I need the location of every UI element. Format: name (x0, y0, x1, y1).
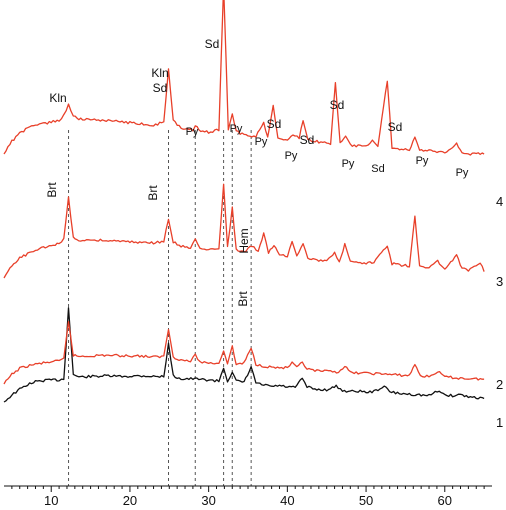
series-curves (3, 0, 485, 403)
reference-lines (68, 130, 252, 486)
peak-label: Sd (267, 117, 282, 131)
peak-annotations: Kln Kln Sd Py Sd Py Py Sd Py Sd Sd Py Sd… (45, 37, 469, 307)
x-tick-label: 40 (280, 493, 294, 508)
peak-label: Py (342, 158, 355, 170)
peak-label: Sd (330, 98, 345, 112)
series-line (3, 0, 485, 156)
peak-label: Sd (153, 81, 168, 95)
peak-label: Py (230, 123, 243, 135)
peak-label: Sd (388, 120, 403, 134)
peak-label: Hem (237, 228, 251, 253)
x-axis: 10 20 30 40 50 60 (4, 485, 492, 508)
series-label: 3 (496, 274, 503, 289)
peak-label: Py (416, 155, 429, 167)
x-tick-label: 50 (359, 493, 373, 508)
x-tick-label: 20 (123, 493, 137, 508)
x-tick-label: 60 (438, 493, 452, 508)
peak-label: Kln (49, 91, 66, 105)
x-tick-label: 10 (44, 493, 58, 508)
series-line (3, 320, 485, 385)
series-line (3, 307, 485, 403)
series-label: 4 (496, 194, 503, 209)
x-tick-label: 30 (201, 493, 215, 508)
peak-label: Brt (45, 182, 59, 198)
peak-label: Kln (151, 66, 168, 80)
peak-label: Py (285, 150, 298, 162)
peak-label: Sd (300, 133, 315, 147)
peak-label: Brt (146, 185, 160, 201)
peak-label: Sd (205, 37, 220, 51)
series-label: 2 (496, 377, 503, 392)
peak-label: Sd (371, 163, 384, 175)
series-line (3, 183, 485, 279)
peak-label: Py (255, 136, 268, 148)
series-labels: 4 3 2 1 (496, 194, 503, 430)
peak-label: Py (186, 126, 199, 138)
peak-label: Py (456, 167, 469, 179)
series-label: 1 (496, 415, 503, 430)
peak-label: Brt (236, 291, 250, 307)
